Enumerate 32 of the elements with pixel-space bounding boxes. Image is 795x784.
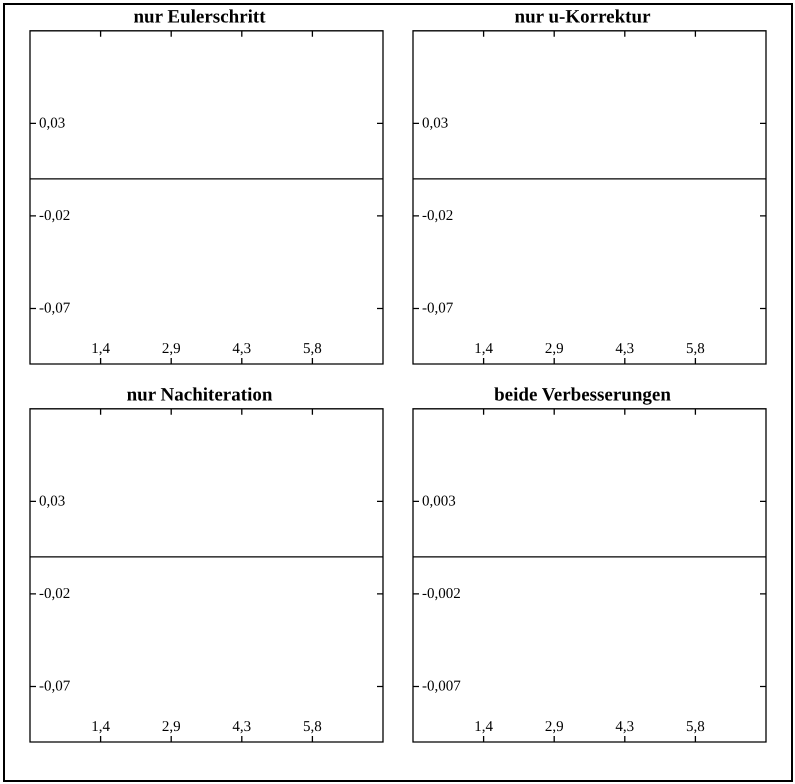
y-tick-label: 0,03 (39, 493, 66, 510)
x-tick-label: 2,9 (162, 340, 181, 357)
x-tick-label: 2,9 (544, 718, 564, 735)
y-tick-label: 0,003 (422, 493, 456, 510)
chart-title: nur Nachiteration (126, 384, 273, 406)
x-tick-label: 4,3 (615, 718, 634, 735)
x-tick-label: 5,8 (303, 340, 322, 357)
chart-title: nur Eulerschritt (133, 6, 266, 28)
y-tick-label: -0,002 (422, 586, 461, 602)
x-tick-label: 5,8 (686, 340, 705, 357)
y-tick-label: -0,02 (39, 208, 70, 224)
y-tick-label: -0,07 (39, 678, 71, 694)
x-tick-label: 5,8 (686, 718, 705, 735)
chart-title: nur u-Korrektur (514, 6, 652, 28)
y-tick-label: 0,03 (39, 115, 66, 132)
x-tick-label: 2,9 (544, 340, 564, 357)
x-tick-label: 1,4 (91, 340, 110, 357)
y-tick-label: 0,03 (422, 115, 448, 132)
x-tick-label: 4,3 (232, 718, 252, 735)
y-tick-label: -0,07 (39, 300, 71, 316)
x-tick-label: 1,4 (474, 718, 494, 735)
y-tick-label: -0,007 (422, 678, 462, 694)
x-tick-label: 1,4 (474, 340, 494, 357)
x-tick-label: 1,4 (91, 718, 110, 735)
y-tick-label: -0,07 (422, 300, 454, 316)
x-tick-label: 2,9 (162, 718, 181, 735)
y-tick-label: -0,02 (422, 208, 454, 224)
x-tick-label: 4,3 (615, 340, 634, 357)
y-tick-label: -0,02 (39, 586, 70, 602)
chart-title: beide Verbesserungen (494, 384, 672, 406)
x-tick-label: 5,8 (303, 718, 322, 735)
x-tick-label: 4,3 (232, 340, 252, 357)
